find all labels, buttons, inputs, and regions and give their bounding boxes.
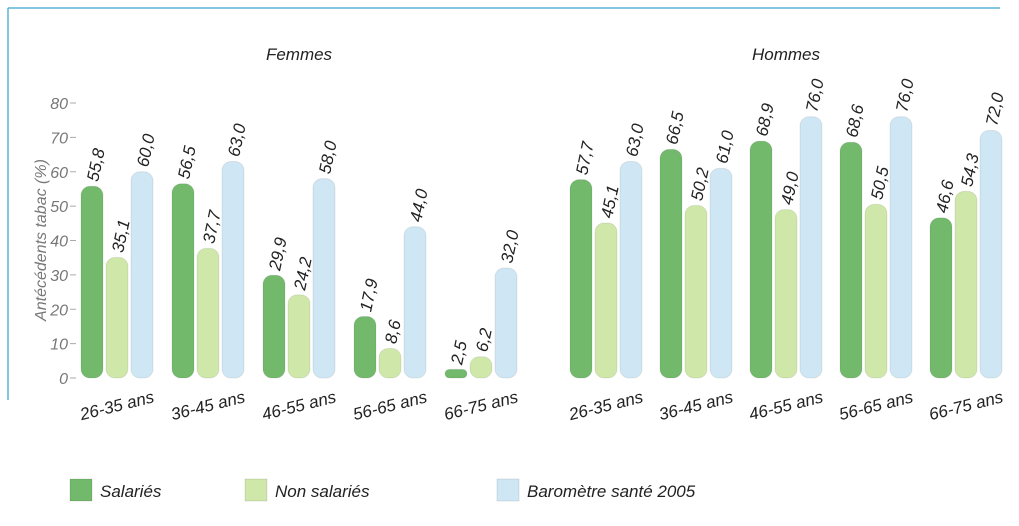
value-label: 2,5 [447,339,471,368]
bar [312,178,336,379]
x-tick-label: 56-65 ans [837,387,915,424]
bar [889,116,913,379]
x-tick-label: 66-75 ans [442,387,520,424]
value-label: 50,5 [867,164,893,201]
bar [469,356,493,379]
x-tick-label: 46-55 ans [747,387,825,424]
value-label: 24,2 [290,255,316,293]
bar [130,171,154,379]
value-label: 58,0 [315,139,341,176]
legend-swatch [69,478,93,502]
panel-title: Hommes [752,45,821,64]
bar [594,222,618,379]
x-tick-label: 56-65 ans [351,387,429,424]
x-tick-label: 46-55 ans [260,387,338,424]
value-label: 8,6 [381,318,405,346]
value-label: 61,0 [712,128,738,165]
value-label: 37,7 [199,208,225,245]
y-tick-label: 80 [50,96,68,113]
bar [659,148,683,379]
y-tick-label: 0 [59,371,68,388]
value-label: 76,0 [892,77,918,114]
bar [799,116,823,379]
y-tick-label: 20 [49,302,68,319]
bar [619,160,643,379]
value-label: 76,0 [802,77,828,114]
y-tick-label: 40 [50,234,68,251]
y-tick-label: 30 [50,268,68,285]
bar [929,217,953,379]
value-label: 56,5 [174,144,200,181]
bar [684,204,708,379]
bar [353,315,377,379]
x-tick-label: 26-35 ans [566,387,645,424]
bar [80,185,104,379]
value-label: 68,9 [752,101,778,138]
bar [709,167,733,379]
value-label: 63,0 [622,121,648,158]
bar [378,347,402,379]
y-axis-label: Antécédents tabac (%) [33,159,50,322]
bar [171,183,195,379]
legend-label: Non salariés [275,482,370,501]
value-label: 66,5 [662,109,688,146]
bar [444,368,468,379]
value-label: 45,1 [597,183,622,219]
bar [262,274,286,379]
value-label: 60,0 [133,132,159,169]
x-tick-label: 26-35 ans [77,387,156,424]
bar [954,190,978,379]
value-label: 72,0 [982,90,1008,127]
value-label: 63,0 [224,121,250,158]
legend-swatch [244,478,268,502]
bar [864,203,888,379]
value-label: 32,0 [497,228,523,265]
legend-swatch [496,478,520,502]
value-label: 29,9 [265,235,291,273]
value-label: 54,3 [957,151,983,188]
bar [403,226,427,379]
value-label: 55,8 [83,146,109,183]
value-label: 46,6 [932,178,958,215]
legend-label: Salariés [100,482,162,501]
y-tick-label: 50 [50,199,68,216]
bar [221,160,245,379]
bar [494,267,518,379]
y-tick-label: 70 [50,130,68,147]
bar [196,247,220,379]
y-tick-label: 60 [50,165,68,182]
value-label: 49,0 [777,170,803,207]
bar [749,140,773,379]
y-tick-label: 10 [50,337,68,354]
x-tick-label: 36-45 ans [169,387,247,424]
panel-title: Femmes [266,45,333,64]
x-tick-label: 66-75 ans [927,387,1005,424]
bar [774,209,798,379]
value-label: 50,2 [687,165,713,202]
value-label: 68,6 [842,102,868,139]
value-label: 57,7 [572,140,598,177]
x-tick-label: 36-45 ans [657,387,735,424]
bar [569,179,593,379]
bar [979,130,1003,379]
bar [287,294,311,379]
value-label: 17,9 [356,276,382,313]
bar [839,141,863,379]
value-label: 35,1 [108,218,133,254]
bar [105,256,129,379]
value-label: 44,0 [406,187,432,224]
legend-label: Baromètre santé 2005 [527,482,696,501]
value-label: 6,2 [472,326,496,354]
